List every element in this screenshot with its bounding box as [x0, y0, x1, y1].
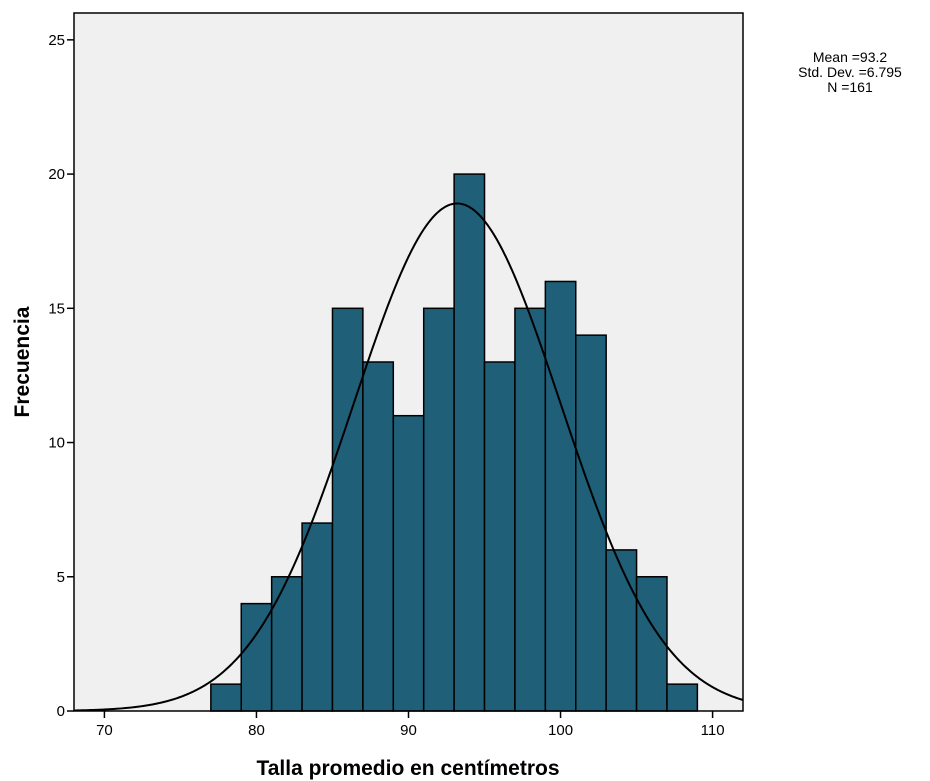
x-tick-label: 90: [400, 722, 417, 739]
x-axis-title: Talla promedio en centímetros: [256, 757, 559, 780]
normal-curve: [73, 202, 744, 712]
histogram-bar: [544, 280, 577, 712]
y-tick-label: 25: [48, 32, 65, 49]
x-axis: 70 80 90 100 110: [96, 711, 725, 739]
y-tick-label: 20: [48, 166, 65, 183]
histogram-bar: [514, 307, 547, 712]
histogram-bars: [210, 173, 699, 712]
y-tick-label: 15: [48, 300, 65, 317]
y-axis: 0 5 10 15 20 25: [48, 32, 74, 720]
histogram-bar: [422, 307, 455, 712]
stats-box: Mean =93.2 Std. Dev. =6.795 N =161: [798, 49, 902, 95]
stats-std-dev: Std. Dev. =6.795: [798, 64, 902, 80]
y-tick-label: 10: [48, 435, 65, 452]
histogram-bar: [392, 414, 425, 712]
x-tick-label: 100: [548, 722, 573, 739]
histogram-bar: [453, 173, 486, 712]
histogram-bar: [483, 361, 516, 712]
stats-n: N =161: [827, 79, 873, 95]
histogram-bar: [605, 549, 638, 712]
histogram-bar: [575, 334, 607, 712]
histogram-bar: [666, 683, 699, 712]
histogram-bar: [635, 576, 668, 712]
stats-mean: Mean =93.2: [813, 49, 888, 65]
histogram-bar: [362, 361, 395, 712]
y-tick-label: 5: [57, 569, 65, 586]
histogram-bar: [270, 576, 303, 712]
histogram-bar: [210, 683, 243, 712]
histogram-bar: [240, 602, 273, 712]
histogram-bar: [301, 522, 334, 712]
y-axis-title: Frecuencia: [11, 306, 34, 417]
x-tick-label: 70: [96, 722, 113, 739]
histogram-bar: [331, 307, 364, 712]
x-tick-label: 110: [701, 722, 725, 739]
y-tick-label: 0: [57, 703, 65, 720]
x-tick-label: 80: [248, 722, 265, 739]
